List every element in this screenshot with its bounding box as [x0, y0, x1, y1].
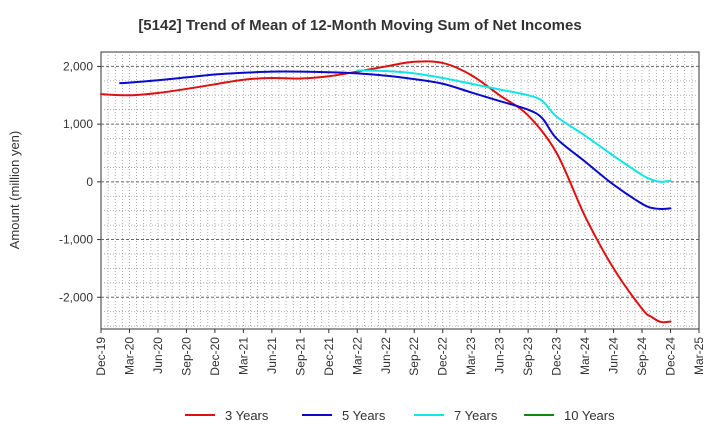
x-tick-label: Sep-20	[179, 337, 193, 376]
x-tick-label: Jun-22	[379, 337, 393, 374]
x-tick-label: Jun-23	[493, 337, 507, 374]
chart-title: [5142] Trend of Mean of 12-Month Moving …	[138, 17, 581, 34]
x-tick-label: Sep-22	[407, 337, 421, 376]
y-tick-label: 0	[86, 175, 93, 189]
y-tick-label: 2,000	[63, 59, 93, 73]
legend-label: 3 Years	[225, 408, 269, 423]
y-tick-label: -1,000	[59, 233, 93, 247]
legend-label: 7 Years	[454, 408, 498, 423]
x-tick-label: Jun-21	[265, 337, 279, 374]
x-tick-label: Dec-19	[94, 337, 108, 376]
y-axis-ticks: 2,000 1,000 0 -1,000 -2,000	[59, 59, 101, 304]
y-axis-label: Amount (million yen)	[7, 131, 22, 250]
series-lines	[100, 60, 672, 324]
x-tick-label: Mar-22	[350, 337, 364, 375]
x-axis-ticks: Dec-19 Mar-20 Jun-20 Sep-20 Dec-20 Mar-21 Jun-…	[94, 329, 706, 376]
x-tick-label: Mar-25	[692, 337, 706, 375]
x-tick-label: Dec-20	[208, 337, 222, 376]
x-tick-label: Dec-22	[436, 337, 450, 376]
series-line-3-years	[100, 60, 672, 324]
x-tick-label: Sep-21	[293, 337, 307, 376]
x-tick-label: Mar-20	[122, 337, 136, 375]
x-tick-label: Sep-23	[521, 337, 535, 376]
grid-lines	[101, 52, 699, 329]
x-tick-label: Sep-24	[635, 337, 649, 376]
y-tick-label: 1,000	[63, 117, 93, 131]
plot-area	[100, 51, 700, 330]
x-tick-label: Mar-23	[464, 337, 478, 375]
y-tick-label: -2,000	[59, 290, 93, 304]
x-tick-label: Mar-21	[236, 337, 250, 375]
series-line-5-years	[119, 70, 672, 210]
x-tick-label: Jun-20	[151, 337, 165, 374]
x-tick-label: Mar-24	[578, 337, 592, 375]
x-tick-label: Dec-21	[322, 337, 336, 376]
legend-label: 10 Years	[564, 408, 615, 423]
x-tick-label: Dec-23	[550, 337, 564, 376]
legend: 3 Years 5 Years 7 Years 10 Years	[185, 408, 615, 423]
x-tick-label: Dec-24	[664, 337, 678, 376]
series-line-7-years	[356, 69, 672, 183]
legend-label: 5 Years	[342, 408, 386, 423]
x-tick-label: Jun-24	[607, 337, 621, 374]
